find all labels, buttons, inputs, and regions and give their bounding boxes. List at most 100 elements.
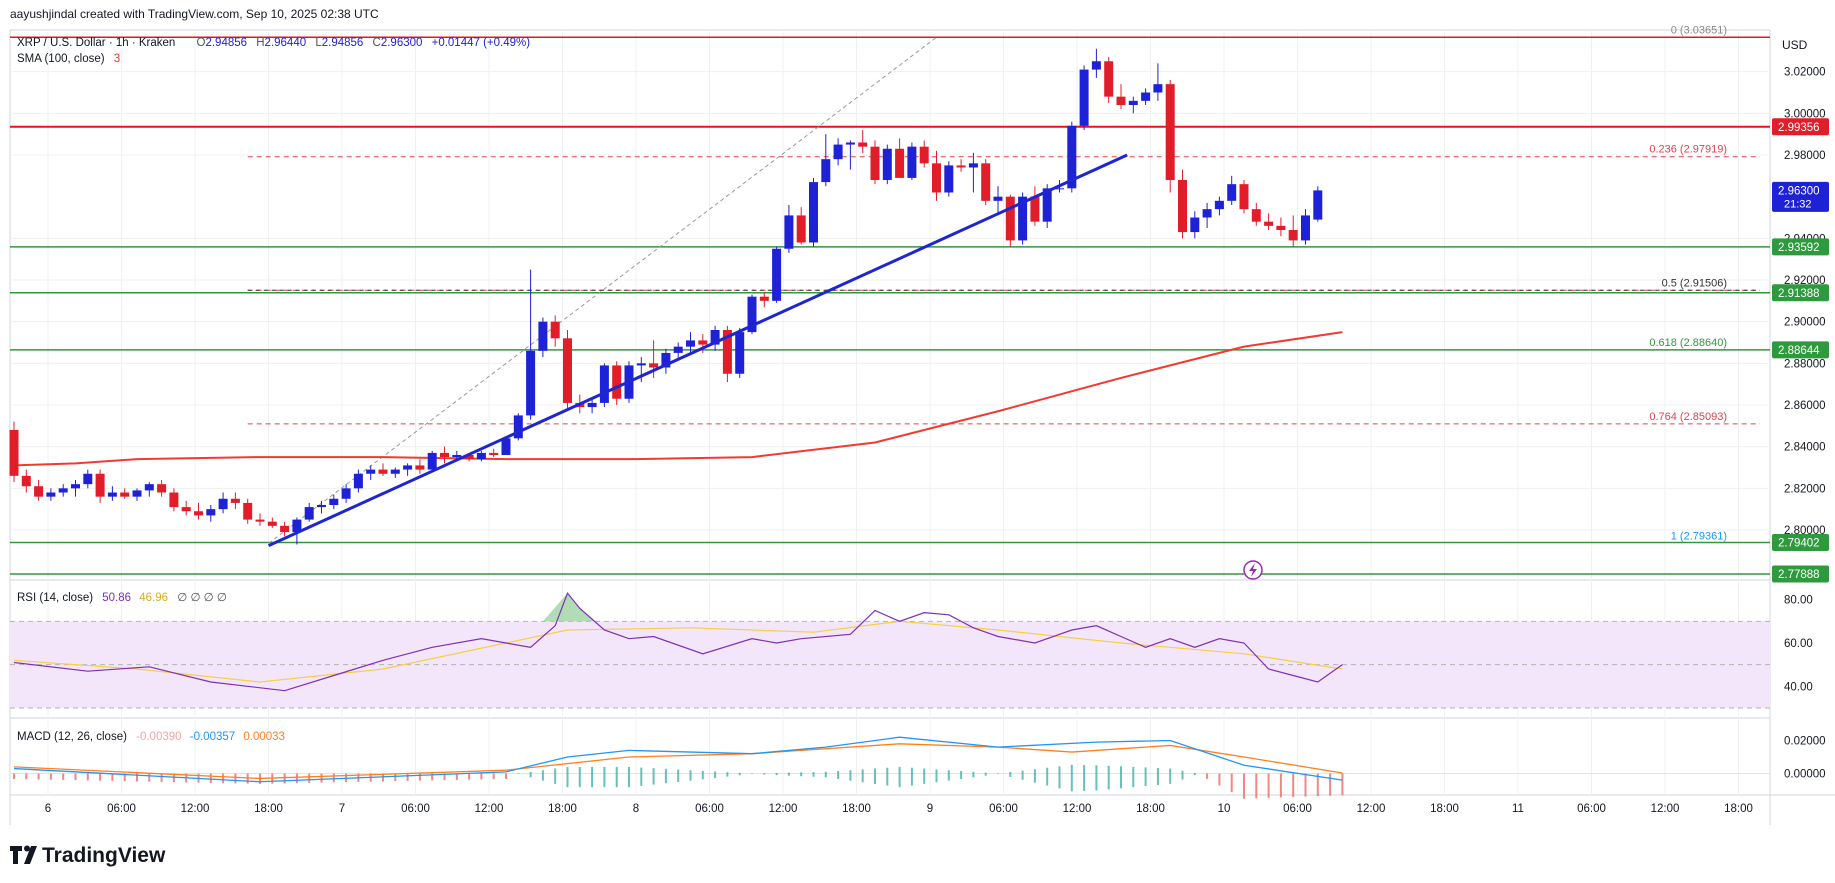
candle[interactable] — [809, 177, 818, 247]
candle[interactable] — [341, 484, 351, 503]
candle[interactable] — [1251, 202, 1261, 226]
candle[interactable] — [353, 469, 363, 493]
candle[interactable] — [157, 480, 167, 497]
candle[interactable] — [206, 505, 216, 522]
candle[interactable] — [1091, 48, 1101, 78]
trendline[interactable] — [267, 153, 1128, 547]
candle[interactable] — [390, 467, 400, 478]
candle[interactable] — [317, 500, 326, 514]
candle[interactable] — [932, 150, 941, 201]
candle[interactable] — [1178, 169, 1187, 239]
candle[interactable] — [1301, 209, 1310, 245]
candle[interactable] — [1214, 196, 1224, 216]
candle[interactable] — [686, 332, 695, 353]
candle[interactable] — [1313, 186, 1323, 222]
candle[interactable] — [34, 480, 44, 501]
candle[interactable] — [772, 246, 782, 303]
candle[interactable] — [513, 413, 523, 441]
candle[interactable] — [636, 357, 646, 383]
candle[interactable] — [1104, 57, 1114, 103]
candle[interactable] — [415, 459, 425, 474]
candle[interactable] — [1288, 215, 1298, 247]
candle[interactable] — [144, 482, 154, 497]
candle[interactable] — [194, 502, 203, 520]
candle[interactable] — [255, 513, 265, 526]
candle[interactable] — [895, 138, 905, 178]
candle[interactable] — [968, 152, 978, 193]
candle[interactable] — [981, 159, 991, 205]
candle[interactable] — [440, 446, 449, 464]
lightning-icon[interactable] — [1243, 560, 1263, 580]
candles[interactable] — [9, 48, 1323, 545]
candle[interactable] — [759, 292, 769, 308]
candle[interactable] — [845, 140, 855, 170]
candle[interactable] — [489, 448, 499, 458]
candle[interactable] — [661, 348, 671, 374]
candle[interactable] — [476, 450, 486, 462]
candle[interactable] — [698, 334, 708, 353]
candle[interactable] — [1202, 202, 1212, 228]
candle[interactable] — [833, 138, 843, 166]
rising-trendline[interactable] — [267, 153, 1128, 547]
candle[interactable] — [587, 398, 597, 414]
candle[interactable] — [858, 130, 868, 153]
candle[interactable] — [1005, 194, 1015, 247]
candle[interactable] — [267, 517, 277, 528]
candle[interactable] — [58, 484, 68, 497]
candle[interactable] — [1128, 96, 1138, 114]
candle[interactable] — [71, 480, 80, 497]
candle[interactable] — [21, 469, 31, 493]
candle[interactable] — [821, 134, 831, 187]
candle[interactable] — [538, 317, 548, 358]
candle[interactable] — [329, 494, 339, 510]
candle[interactable] — [107, 486, 117, 501]
candle[interactable] — [403, 463, 413, 476]
candle[interactable] — [993, 186, 1003, 214]
candle[interactable] — [673, 342, 683, 360]
candle[interactable] — [427, 450, 437, 472]
candle[interactable] — [710, 325, 720, 351]
candle[interactable] — [1227, 175, 1237, 205]
candle[interactable] — [46, 488, 56, 501]
candle[interactable] — [501, 436, 511, 455]
candle[interactable] — [132, 488, 142, 501]
sma-legend[interactable]: SMA (100, close) 3 — [17, 53, 120, 65]
candle[interactable] — [1165, 80, 1175, 193]
candle[interactable] — [1153, 63, 1163, 101]
currency-label[interactable]: USD — [1782, 38, 1808, 52]
candle[interactable] — [292, 517, 302, 545]
candle[interactable] — [1239, 180, 1249, 214]
candle[interactable] — [747, 294, 757, 335]
candle[interactable] — [1116, 84, 1126, 110]
candle[interactable] — [796, 207, 806, 245]
candle[interactable] — [1141, 88, 1151, 105]
candle[interactable] — [304, 502, 314, 522]
candle[interactable] — [870, 140, 880, 185]
candle[interactable] — [230, 492, 240, 510]
candle[interactable] — [9, 421, 19, 483]
candle[interactable] — [882, 144, 892, 185]
candle[interactable] — [169, 488, 179, 512]
candle[interactable] — [563, 330, 572, 410]
candle[interactable] — [1276, 217, 1286, 237]
candle[interactable] — [599, 363, 609, 408]
candle[interactable] — [95, 469, 105, 503]
candle[interactable] — [243, 498, 253, 524]
candle[interactable] — [944, 161, 954, 197]
candle[interactable] — [1190, 211, 1200, 239]
candle[interactable] — [735, 327, 745, 378]
candle[interactable] — [612, 361, 622, 405]
candle[interactable] — [218, 492, 228, 514]
candle[interactable] — [526, 269, 536, 420]
macd-legend[interactable]: MACD (12, 26, close) -0.00390 -0.00357 0… — [17, 731, 285, 743]
candle[interactable] — [181, 500, 191, 516]
candle[interactable] — [1264, 213, 1274, 230]
candle[interactable] — [366, 465, 376, 480]
tradingview-logo[interactable]: TradingView — [10, 844, 166, 867]
candle[interactable] — [120, 488, 130, 499]
candle[interactable] — [919, 140, 929, 168]
rsi-legend[interactable]: RSI (14, close) 50.86 46.96 ∅ ∅ ∅ ∅ — [17, 592, 227, 604]
candle[interactable] — [280, 521, 290, 537]
candle[interactable] — [378, 463, 388, 476]
